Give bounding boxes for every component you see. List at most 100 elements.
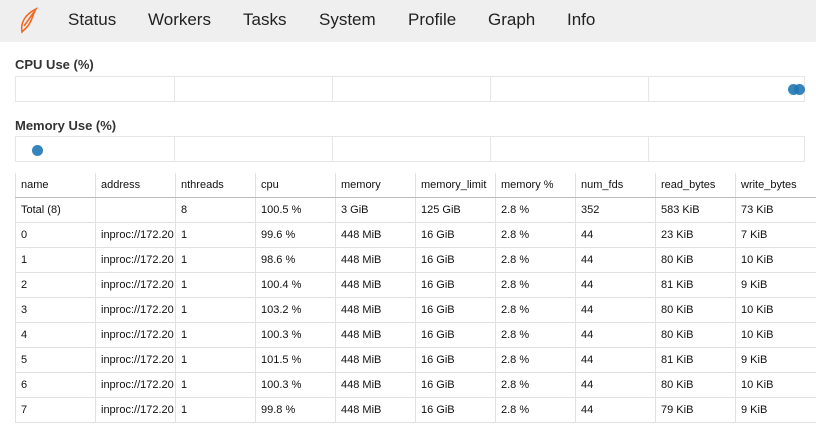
cell: 1 (175, 397, 256, 423)
cell: 44 (575, 297, 656, 323)
plot-divider (332, 137, 333, 161)
nav-link[interactable]: Tasks (243, 10, 287, 29)
worker-row: 4 inproc://172.20 1 100.3 % 448 MiB 16 GiB 2.8… (15, 322, 816, 348)
plot-divider (490, 137, 491, 161)
column-header[interactable]: write_bytes (735, 173, 816, 198)
cell: 44 (575, 222, 656, 248)
cell: 73 KiB (735, 197, 816, 223)
cell: 16 GiB (415, 322, 496, 348)
nav-link[interactable]: Info (567, 10, 596, 29)
cell: 100.3 % (255, 322, 336, 348)
cell: 101.5 % (255, 347, 336, 373)
cell: 5 (15, 347, 96, 373)
cpu-dot (794, 84, 805, 95)
cell: 16 GiB (415, 272, 496, 298)
column-header[interactable]: num_fds (575, 173, 656, 198)
nav-link[interactable]: Graph (488, 10, 536, 29)
cell: 2 (15, 272, 96, 298)
cell: 3 (15, 297, 96, 323)
cell: 7 (15, 397, 96, 423)
section-title: Memory Use (%) (15, 118, 117, 133)
plot-divider (490, 77, 491, 101)
cell: 352 (575, 197, 656, 223)
plot-divider (648, 137, 649, 161)
cell: 98.6 % (255, 247, 336, 273)
plot-divider (174, 137, 175, 161)
column-header[interactable]: memory % (495, 173, 576, 198)
nav-link[interactable]: System (319, 10, 376, 29)
cell: 2.8 % (495, 372, 576, 398)
column-header[interactable]: nthreads (175, 173, 256, 198)
cell: 99.6 % (255, 222, 336, 248)
cell: 1 (175, 347, 256, 373)
cell: 448 MiB (335, 272, 416, 298)
cell: Total (8) (15, 197, 96, 223)
cell (95, 197, 176, 223)
cell: 44 (575, 347, 656, 373)
nav-link[interactable]: Workers (148, 10, 211, 29)
plot-divider (174, 77, 175, 101)
worker-row: 3 inproc://172.20 1 103.2 % 448 MiB 16 GiB 2.8… (15, 297, 816, 323)
cell: inproc://172.20 (95, 297, 176, 323)
column-header[interactable]: name (15, 173, 96, 198)
worker-row: 7 inproc://172.20 1 99.8 % 448 MiB 16 GiB 2.8 … (15, 397, 816, 423)
column-header[interactable]: read_bytes (655, 173, 736, 198)
cell: 7 KiB (735, 222, 816, 248)
plot-divider (332, 77, 333, 101)
cell: 16 GiB (415, 372, 496, 398)
cell: 2.8 % (495, 322, 576, 348)
cell: 80 KiB (655, 297, 736, 323)
cell: inproc://172.20 (95, 322, 176, 348)
cell: 448 MiB (335, 372, 416, 398)
cell: 448 MiB (335, 322, 416, 348)
cell: 448 MiB (335, 397, 416, 423)
cell: 16 GiB (415, 297, 496, 323)
cell: 99.8 % (255, 397, 336, 423)
column-header[interactable]: memory_limit (415, 173, 496, 198)
cell: 16 GiB (415, 397, 496, 423)
plot-divider (648, 77, 649, 101)
cell: 100.5 % (255, 197, 336, 223)
cell: 4 (15, 322, 96, 348)
cell: 2.8 % (495, 272, 576, 298)
column-header[interactable]: memory (335, 173, 416, 198)
memory-plot (15, 136, 805, 162)
cell: 1 (175, 247, 256, 273)
column-header[interactable]: address (95, 173, 176, 198)
cell: 448 MiB (335, 297, 416, 323)
nav-link[interactable]: Profile (408, 10, 457, 29)
cell: inproc://172.20 (95, 247, 176, 273)
cell: 448 MiB (335, 247, 416, 273)
workers-table: name address nthreads cpu memory memory_limit… (15, 173, 816, 423)
cell: 10 KiB (735, 322, 816, 348)
cell: 2.8 % (495, 347, 576, 373)
cell: 81 KiB (655, 272, 736, 298)
logo[interactable] (16, 6, 40, 34)
cell: 80 KiB (655, 372, 736, 398)
cell: 3 GiB (335, 197, 416, 223)
cell: 2.8 % (495, 297, 576, 323)
cell: inproc://172.20 (95, 397, 176, 423)
cell: 10 KiB (735, 297, 816, 323)
cpu-plot (15, 76, 805, 102)
cell: 0 (15, 222, 96, 248)
cell: 2.8 % (495, 247, 576, 273)
worker-row: 6 inproc://172.20 1 100.3 % 448 MiB 16 GiB 2.8… (15, 372, 816, 398)
cell: 10 KiB (735, 247, 816, 273)
cell: 2.8 % (495, 397, 576, 423)
cell: 9 KiB (735, 397, 816, 423)
cell: 16 GiB (415, 247, 496, 273)
cell: 10 KiB (735, 372, 816, 398)
nav-link[interactable]: Status (68, 10, 117, 29)
cell: 1 (175, 297, 256, 323)
cell: 448 MiB (335, 222, 416, 248)
cell: 6 (15, 372, 96, 398)
column-header[interactable]: cpu (255, 173, 336, 198)
worker-row: 1 inproc://172.20 1 98.6 % 448 MiB 16 GiB 2.8 … (15, 247, 816, 273)
cell: 100.4 % (255, 272, 336, 298)
cell: 1 (175, 222, 256, 248)
cell: inproc://172.20 (95, 372, 176, 398)
cell: 2.8 % (495, 222, 576, 248)
cell: inproc://172.20 (95, 222, 176, 248)
